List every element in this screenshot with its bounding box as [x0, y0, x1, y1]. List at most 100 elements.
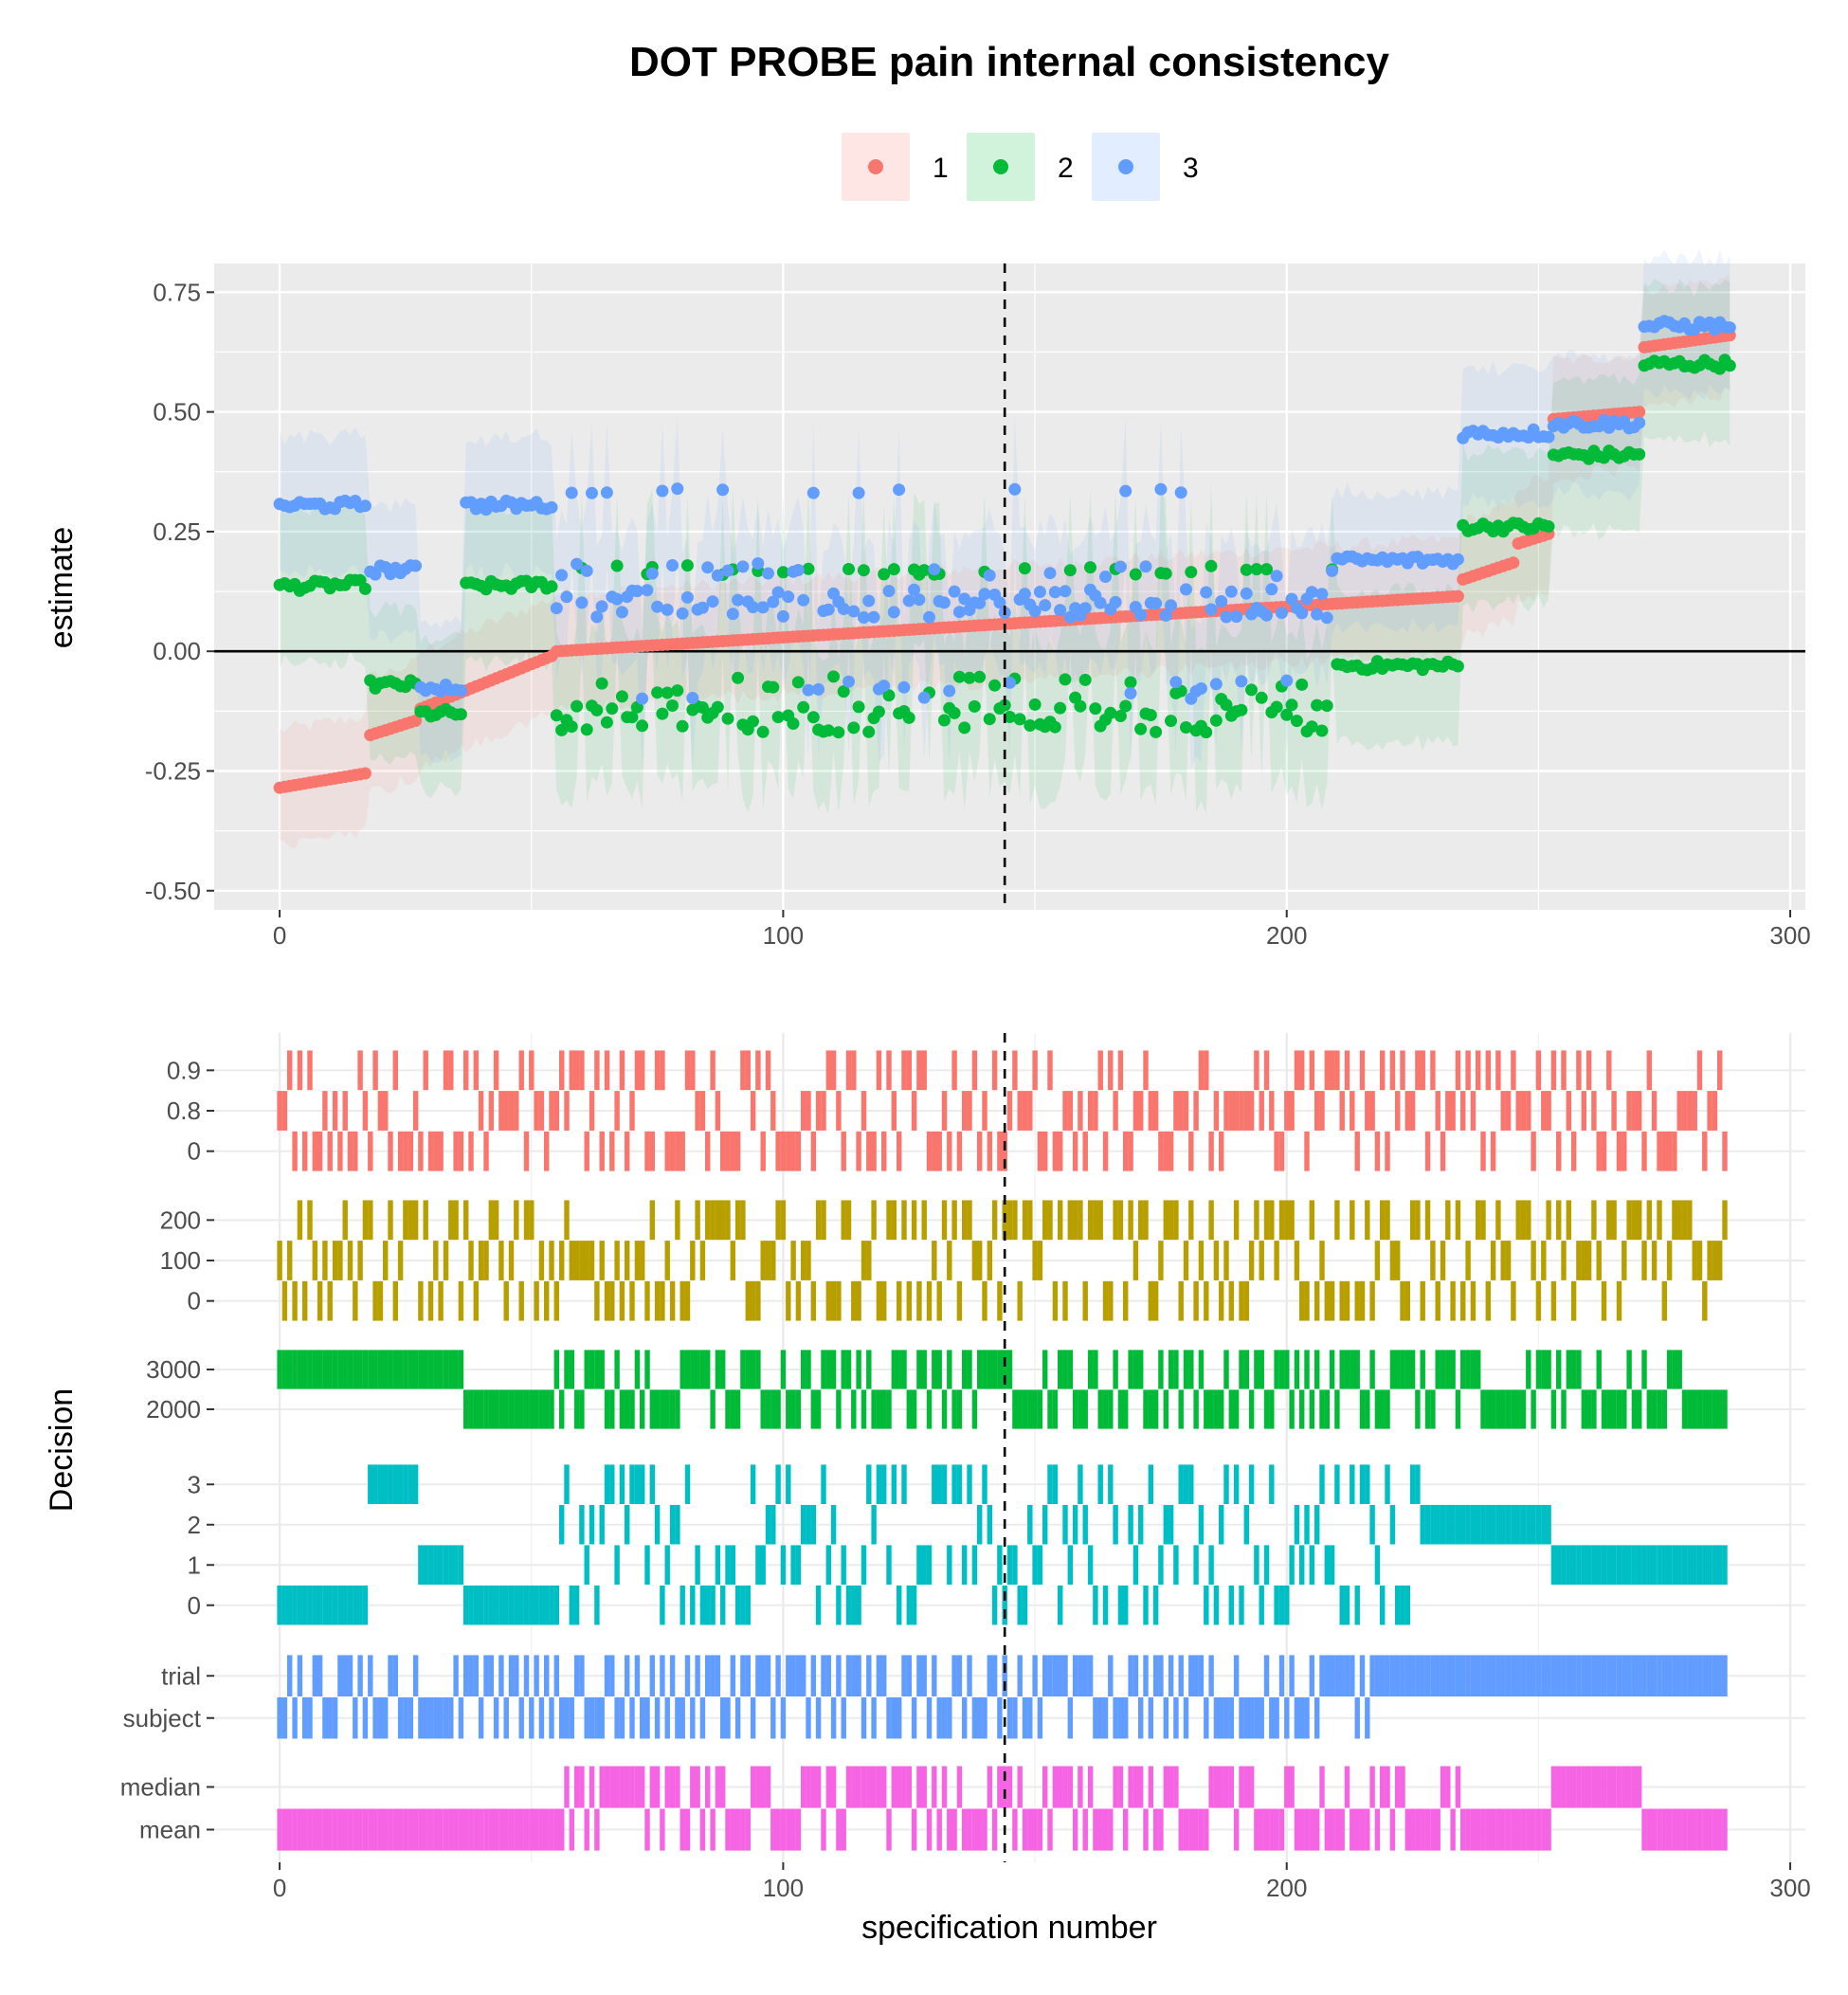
point-series-3 [1054, 604, 1067, 617]
point-series-3 [726, 608, 739, 621]
decision-tile [1596, 1655, 1602, 1696]
decision-tile [1485, 1280, 1492, 1321]
decision-tile [594, 1585, 600, 1625]
decision-tile [1208, 1766, 1214, 1808]
decision-tile [1651, 1545, 1658, 1585]
decision-tile [901, 1766, 907, 1808]
decision-tile [368, 1350, 373, 1389]
point-series-2 [610, 559, 624, 572]
decision-tile [534, 1808, 539, 1851]
point-series-3 [847, 605, 861, 618]
decision-tile [493, 1050, 499, 1091]
decision-tile [956, 1280, 963, 1321]
decision-tile [1511, 1808, 1516, 1851]
decision-tile [720, 1696, 726, 1739]
decision-tile [438, 1808, 444, 1851]
point-series-3 [565, 486, 578, 499]
point-series-2 [887, 563, 900, 576]
decision-tile [327, 1808, 333, 1851]
decision-tile [1006, 1091, 1013, 1131]
decision-tile [770, 1696, 776, 1739]
decision-tile [1132, 1655, 1139, 1696]
decision-tile [801, 1766, 806, 1808]
decision-tile [1254, 1200, 1259, 1241]
decision-tile [1062, 1091, 1068, 1131]
decision-tile [1087, 1200, 1094, 1241]
decision-tile [1681, 1389, 1688, 1429]
decision-x-ticks: 0 100 200 300 [273, 1862, 1811, 1902]
decision-tile [1657, 1655, 1662, 1696]
decision-tile [845, 1585, 852, 1625]
decision-tile [725, 1389, 731, 1429]
decision-tile [1243, 1766, 1250, 1808]
point-series-2 [721, 712, 734, 725]
decision-tile [1334, 1050, 1340, 1091]
point-series-2 [1024, 719, 1037, 732]
decision-tile [1228, 1389, 1235, 1429]
decision-tile [841, 1350, 846, 1389]
decision-tile [669, 1280, 676, 1321]
decision-tile [710, 1050, 716, 1091]
decision-tile [1027, 1200, 1033, 1241]
decision-tile [332, 1241, 338, 1280]
decision-tile [1712, 1808, 1718, 1851]
decision-tile [317, 1585, 323, 1625]
decision-tile [1072, 1655, 1078, 1696]
decision-tile [644, 1131, 650, 1171]
point-series-3 [1119, 484, 1132, 498]
decision-tile [1476, 1504, 1481, 1545]
decision-tile [1550, 1280, 1557, 1321]
decision-tile [836, 1808, 842, 1851]
decision-tile [705, 1200, 711, 1241]
point-series-3 [1723, 321, 1736, 335]
decision-tile [1400, 1350, 1405, 1389]
decision-tile [549, 1808, 554, 1851]
decision-tile [1576, 1655, 1582, 1696]
decision-tile [383, 1241, 389, 1280]
decision-tile [1072, 1200, 1078, 1241]
decision-tile [690, 1241, 696, 1280]
decision-tile [664, 1131, 670, 1171]
point-series-2 [671, 684, 684, 698]
decision-tile [297, 1808, 303, 1851]
decision-tile [614, 1766, 620, 1808]
decision-tile [932, 1350, 937, 1389]
decision-tile [342, 1200, 348, 1241]
decision-tile [967, 1655, 972, 1696]
decision-tile [579, 1241, 585, 1280]
decision-tile [690, 1766, 696, 1808]
decision-tile [388, 1464, 393, 1504]
decision-tile [1651, 1091, 1658, 1131]
decision-tile [695, 1766, 700, 1808]
decision-tile [1299, 1808, 1305, 1851]
decision-tile [886, 1545, 892, 1585]
decision-tile [1032, 1545, 1038, 1585]
decision-tile [861, 1241, 867, 1280]
decision-tile [987, 1241, 993, 1280]
decision-tile [845, 1200, 852, 1241]
decision-tile [1661, 1545, 1668, 1585]
decision-tile [1032, 1808, 1038, 1851]
decision-tile [1400, 1655, 1405, 1696]
decision-tile [1455, 1766, 1461, 1808]
decision-tile [1380, 1585, 1386, 1625]
decision-tile [1017, 1280, 1023, 1321]
decision-tile [1058, 1585, 1063, 1625]
point-series-1 [1451, 589, 1464, 603]
decision-tile [1314, 1091, 1320, 1131]
decision-tile [1404, 1280, 1411, 1321]
decision-tile [1692, 1808, 1697, 1851]
decision-tile [604, 1766, 610, 1808]
decision-tile [1128, 1504, 1133, 1545]
decision-tile [1132, 1545, 1139, 1585]
decision-tile [1097, 1464, 1103, 1504]
decision-tile [322, 1241, 328, 1280]
decision-tile [684, 1655, 691, 1696]
decision-tile [1455, 1655, 1461, 1696]
decision-tile [1243, 1350, 1250, 1389]
decision-tile [725, 1131, 731, 1171]
decision-tile [1380, 1050, 1386, 1091]
decision-tile [322, 1350, 328, 1389]
decision-tile [337, 1808, 343, 1851]
point-series-3 [943, 684, 956, 698]
